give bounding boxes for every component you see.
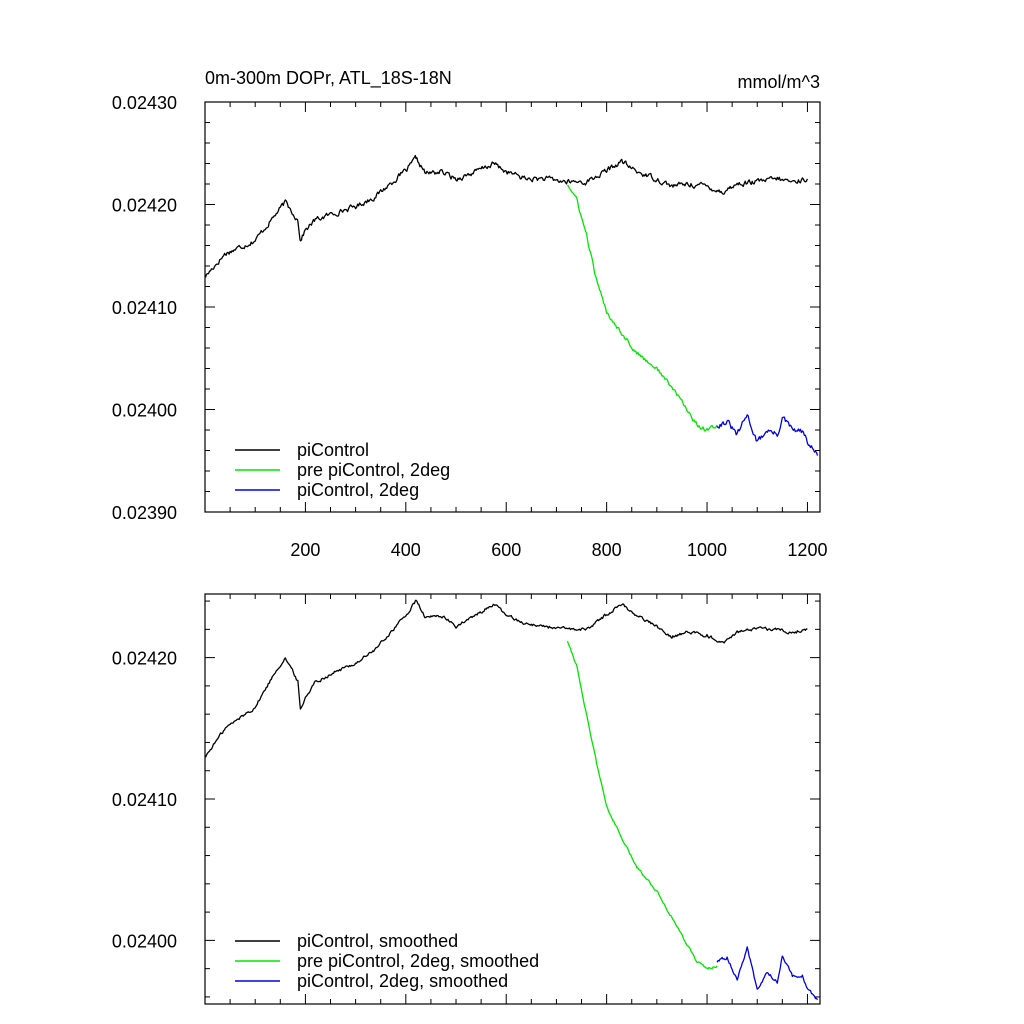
series-line-pre-picontrol-2deg — [566, 184, 718, 432]
y-tick-label: 0.02430 — [112, 93, 177, 113]
y-tick-label: 0.02420 — [112, 196, 177, 216]
legend-label: piControl — [297, 440, 369, 460]
bottom-axis-ticks — [205, 594, 820, 1004]
x-tick-label: 1000 — [687, 540, 727, 560]
y-tick-label: 0.02400 — [112, 931, 177, 951]
bottom-panel: 0.02400 0.02410 0.02420 piControl, smoothe… — [112, 593, 821, 1005]
y-tick-label: 0.02400 — [112, 401, 177, 421]
y-tick-label: 0.02420 — [112, 649, 177, 669]
series-line-pre-picontrol-2deg-smoothed — [566, 640, 718, 970]
legend-label: pre piControl, 2deg — [297, 460, 450, 480]
units-label: mmol/m^3 — [738, 72, 820, 92]
chart-title: 0m-300m DOPr, ATL_18S-18N — [205, 68, 452, 89]
series-line-picontrol-smoothed — [204, 599, 808, 758]
top-axis-ticks — [205, 101, 820, 513]
top-x-tick-labels: 200 400 600 800 1000 1200 — [290, 540, 827, 560]
series-line-picontrol — [204, 154, 808, 278]
y-tick-label: 0.02410 — [112, 298, 177, 318]
x-tick-label: 800 — [592, 540, 622, 560]
top-panel: 0m-300m DOPr, ATL_18S-18N mmol/m^3 0.023… — [112, 68, 828, 560]
y-tick-label: 0.02410 — [112, 790, 177, 810]
legend-label: piControl, 2deg — [297, 480, 419, 500]
x-tick-label: 600 — [491, 540, 521, 560]
bottom-series-lines — [204, 599, 819, 1001]
x-tick-label: 200 — [290, 540, 320, 560]
legend-label: piControl, 2deg, smoothed — [297, 971, 508, 991]
y-tick-label: 0.02390 — [112, 503, 177, 523]
series-line-picontrol-2deg-smoothed — [716, 946, 819, 1001]
top-series-lines — [204, 154, 819, 456]
legend-label: piControl, smoothed — [297, 931, 458, 951]
x-tick-label: 400 — [391, 540, 421, 560]
x-tick-label: 1200 — [787, 540, 827, 560]
top-y-tick-labels: 0.02390 0.02400 0.02410 0.02420 0.02430 — [112, 93, 177, 523]
series-line-picontrol-2deg — [716, 414, 819, 456]
bottom-y-tick-labels: 0.02400 0.02410 0.02420 — [112, 649, 177, 952]
legend-label: pre piControl, 2deg, smoothed — [297, 951, 539, 971]
